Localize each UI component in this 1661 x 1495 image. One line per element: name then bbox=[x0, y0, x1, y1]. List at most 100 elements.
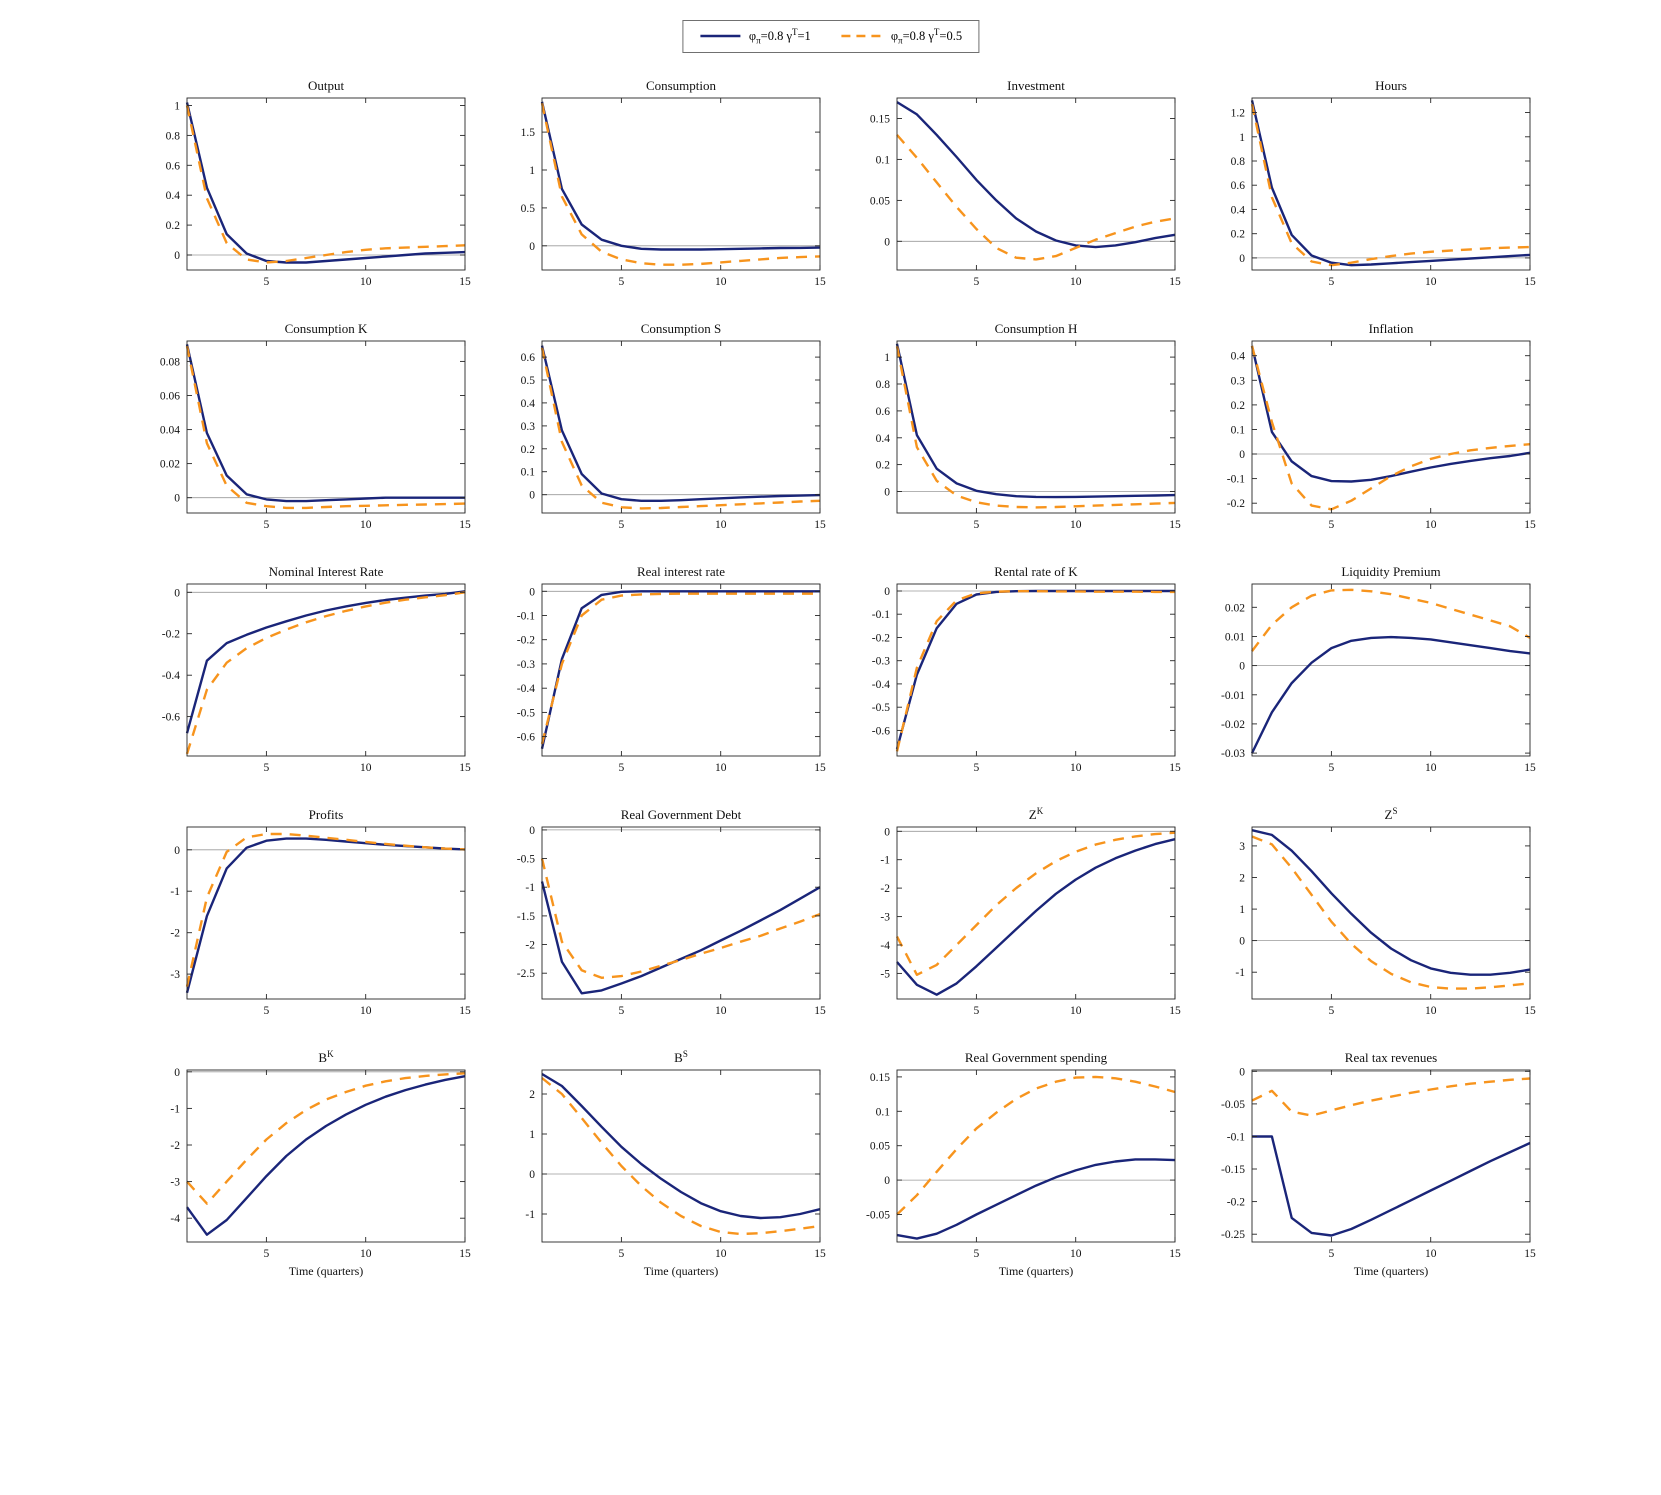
y-tick-label: 0.4 bbox=[1231, 204, 1246, 216]
chart-title: ZK bbox=[1029, 806, 1044, 822]
x-tick-label: 15 bbox=[459, 762, 471, 774]
chart-canvas-hours: 0 0.2 0.4 0.6 0.8 1 1.2 5 10 15 Hours bbox=[1231, 78, 1536, 288]
series-solid bbox=[185, 344, 465, 503]
y-tick-label: 0 bbox=[529, 825, 535, 837]
x-tick-label: 10 bbox=[360, 1248, 372, 1260]
y-tick-label: 0 bbox=[529, 586, 535, 598]
y-tick-label: -0.6 bbox=[872, 725, 890, 737]
chart-consumption: 0 0.5 1 1.5 5 10 15 Consumption bbox=[476, 76, 831, 319]
y-tick-label: 0 bbox=[174, 587, 180, 599]
y-tick-label: 0.3 bbox=[1231, 375, 1246, 387]
series-solid bbox=[1252, 1135, 1531, 1237]
chart-title: Consumption S bbox=[641, 321, 722, 336]
y-tick-label: 0.02 bbox=[160, 459, 180, 471]
y-tick-label: -3 bbox=[170, 1177, 180, 1189]
x-tick-label: 15 bbox=[1169, 519, 1181, 531]
plot-box bbox=[186, 97, 466, 271]
x-axis-label: Time (quarters) bbox=[289, 1264, 364, 1278]
x-tick-label: 5 bbox=[1329, 1005, 1335, 1017]
y-tick-label: -0.1 bbox=[1227, 474, 1245, 486]
chart-title: BS bbox=[674, 1049, 688, 1065]
series-dashed bbox=[895, 831, 1176, 976]
chart-real-interest-rate: -0.6 -0.5 -0.4 -0.3 -0.2 -0.1 0 5 10 15 Real inter… bbox=[476, 562, 831, 805]
y-tick-label: -0.2 bbox=[872, 632, 890, 644]
x-tick-label: 10 bbox=[1425, 1248, 1437, 1260]
legend-label: φπ=0.8 γT=0.5 bbox=[890, 27, 963, 46]
y-tick-label: 0.15 bbox=[870, 1072, 890, 1084]
chart-consumption-h: 0 0.2 0.4 0.6 0.8 1 5 10 15 Consumption H bbox=[831, 319, 1186, 562]
y-tick-label: -3 bbox=[170, 969, 180, 981]
chart-canvas-nominal-interest-rate: -0.6 -0.4 -0.2 0 5 10 15 Nominal Interest Rate bbox=[162, 564, 471, 774]
chart-output: 0 0.2 0.4 0.6 0.8 1 5 10 15 Output bbox=[121, 76, 476, 319]
y-tick-label: 0.1 bbox=[1231, 424, 1246, 436]
x-tick-label: 10 bbox=[1070, 1005, 1082, 1017]
legend-dashed-line-icon bbox=[841, 35, 882, 38]
y-tick-label: 0.1 bbox=[876, 154, 891, 166]
y-tick-label: -0.05 bbox=[866, 1209, 890, 1221]
y-tick-label: 0.1 bbox=[876, 1106, 891, 1118]
y-tick-label: -1 bbox=[525, 882, 535, 894]
y-tick-label: -1 bbox=[880, 855, 890, 867]
y-tick-label: 0.8 bbox=[166, 130, 181, 142]
y-tick-label: 0.4 bbox=[876, 433, 891, 445]
x-tick-label: 5 bbox=[1329, 276, 1335, 288]
y-tick-label: 0.8 bbox=[876, 379, 891, 391]
y-tick-label: 0.6 bbox=[876, 406, 891, 418]
x-tick-label: 10 bbox=[715, 276, 727, 288]
series-solid bbox=[540, 101, 821, 251]
y-tick-label: -0.2 bbox=[1227, 498, 1245, 510]
y-tick-label: 1 bbox=[1239, 904, 1245, 916]
y-tick-label: -2 bbox=[170, 928, 180, 940]
y-tick-label: -0.5 bbox=[517, 854, 535, 866]
series-dashed bbox=[1251, 588, 1531, 652]
chart-title: Consumption bbox=[646, 78, 717, 93]
series-solid bbox=[186, 1075, 466, 1236]
y-tick-label: 0.4 bbox=[166, 190, 181, 202]
y-tick-label: -0.25 bbox=[1221, 1229, 1245, 1241]
x-tick-label: 15 bbox=[459, 1248, 471, 1260]
y-tick-label: -4 bbox=[170, 1213, 180, 1225]
plot-box bbox=[896, 340, 1176, 514]
plot-box bbox=[541, 583, 821, 757]
series-dashed bbox=[1250, 103, 1531, 267]
x-tick-label: 5 bbox=[1329, 519, 1335, 531]
x-tick-label: 10 bbox=[715, 762, 727, 774]
x-tick-label: 10 bbox=[1425, 276, 1437, 288]
y-tick-label: -1 bbox=[1235, 967, 1245, 979]
y-tick-label: -0.01 bbox=[1221, 690, 1245, 702]
y-tick-label: 0 bbox=[1239, 936, 1245, 948]
chart-title: Hours bbox=[1375, 78, 1407, 93]
y-tick-label: 0.04 bbox=[160, 425, 180, 437]
series-solid bbox=[541, 1072, 821, 1220]
chart-consumption-s: 0 0.1 0.2 0.3 0.4 0.5 0.6 5 10 15 Consumption S bbox=[476, 319, 831, 562]
chart-canvas-real-tax-revenues: -0.25 -0.2 -0.15 -0.1 -0.05 0 5 10 15 Real tax re… bbox=[1221, 1050, 1536, 1278]
chart-investment: 0 0.05 0.1 0.15 5 10 15 Investment bbox=[831, 76, 1186, 319]
y-tick-label: 0.2 bbox=[521, 444, 536, 456]
y-tick-label: 2 bbox=[529, 1089, 535, 1101]
legend-item-solid: φπ=0.8 γT=1 bbox=[699, 27, 811, 46]
chart-inflation: -0.2 -0.1 0 0.1 0.2 0.3 0.4 5 10 15 Inflation bbox=[1186, 319, 1541, 562]
y-tick-label: 0.6 bbox=[521, 352, 536, 364]
chart-canvas-inflation: -0.2 -0.1 0 0.1 0.2 0.3 0.4 5 10 15 Inflation bbox=[1227, 321, 1536, 531]
chart-profits: -3 -2 -1 0 5 10 15 Profits bbox=[121, 805, 476, 1048]
plot-box bbox=[186, 340, 466, 514]
y-tick-label: 0 bbox=[174, 1067, 180, 1079]
y-tick-label: -0.02 bbox=[1221, 719, 1245, 731]
x-tick-label: 5 bbox=[264, 276, 270, 288]
series-solid bbox=[896, 838, 1176, 996]
y-tick-label: 1 bbox=[174, 100, 180, 112]
series-solid bbox=[895, 343, 1176, 499]
x-tick-label: 5 bbox=[974, 1005, 980, 1017]
y-tick-label: -0.2 bbox=[1227, 1197, 1245, 1209]
y-tick-label: 3 bbox=[1239, 841, 1245, 853]
y-tick-label: 0.8 bbox=[1231, 156, 1246, 168]
plot-box bbox=[541, 1069, 821, 1243]
x-tick-label: 15 bbox=[1169, 1005, 1181, 1017]
chart-canvas-real-government-debt: -2.5 -2 -1.5 -1 -0.5 0 5 10 15 Real Government De… bbox=[517, 807, 826, 1017]
chart-consumption-k: 0 0.02 0.04 0.06 0.08 5 10 15 Consumption K bbox=[121, 319, 476, 562]
x-tick-label: 15 bbox=[1524, 1248, 1536, 1260]
y-tick-label: 0 bbox=[884, 236, 890, 248]
x-tick-label: 10 bbox=[715, 1005, 727, 1017]
chart-title: Investment bbox=[1007, 78, 1065, 93]
y-tick-label: -0.2 bbox=[162, 629, 180, 641]
